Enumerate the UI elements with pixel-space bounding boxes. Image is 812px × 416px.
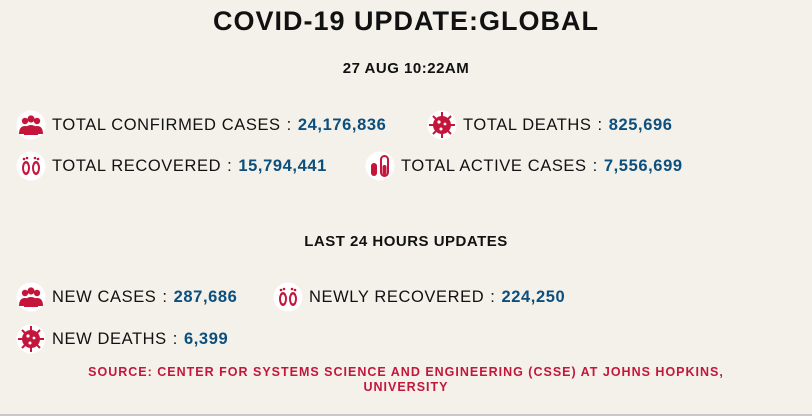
stat-label: NEW CASES (52, 287, 157, 306)
stat-value: 224,250 (501, 287, 566, 306)
stat-value: 15,794,441 (238, 156, 327, 175)
bottom-divider (0, 414, 812, 416)
stat-label: TOTAL CONFIRMED CASES (52, 115, 281, 134)
stat-label: TOTAL RECOVERED (52, 156, 222, 175)
stat-total-recovered: TOTAL RECOVERED : 15,794,441 (16, 151, 327, 181)
stat-value: 825,696 (608, 115, 673, 134)
stat-label: NEW DEATHS (52, 329, 167, 348)
virus-icon (16, 324, 46, 354)
stat-label: TOTAL DEATHS (463, 115, 592, 134)
stat-label: TOTAL ACTIVE CASES (401, 156, 587, 175)
update-timestamp: 27 AUG 10:22AM (342, 60, 470, 77)
stat-newly-recovered: NEWLY RECOVERED : 224,250 (273, 282, 565, 312)
test-tube-icon (365, 151, 395, 181)
stat-new-deaths: NEW DEATHS : 6,399 (16, 324, 228, 354)
source-line-2: UNIVERSITY (363, 380, 449, 394)
stat-total-deaths: TOTAL DEATHS : 825,696 (427, 110, 673, 140)
stat-value: 24,176,836 (297, 115, 387, 134)
last-24-hours-heading: LAST 24 HOURS UPDATES (304, 233, 508, 250)
source-attribution: SOURCE: CENTER FOR SYSTEMS SCIENCE AND E… (0, 365, 812, 395)
virus-icon (427, 110, 457, 140)
page-title: COVID-19 UPDATE:GLOBAL (212, 6, 599, 36)
source-line-1: SOURCE: CENTER FOR SYSTEMS SCIENCE AND E… (88, 365, 724, 379)
stat-value: 287,686 (173, 287, 238, 306)
footprints-icon (273, 282, 303, 312)
stat-label: NEWLY RECOVERED (309, 287, 485, 306)
group-people-icon (16, 110, 46, 140)
footprints-icon (16, 151, 46, 181)
stat-value: 7,556,699 (603, 156, 683, 175)
group-people-icon (16, 282, 46, 312)
stat-new-cases: NEW CASES : 287,686 (16, 282, 237, 312)
stat-total-confirmed: TOTAL CONFIRMED CASES : 24,176,836 (16, 110, 386, 140)
stat-total-active: TOTAL ACTIVE CASES : 7,556,699 (365, 151, 683, 181)
stat-value: 6,399 (183, 329, 229, 348)
